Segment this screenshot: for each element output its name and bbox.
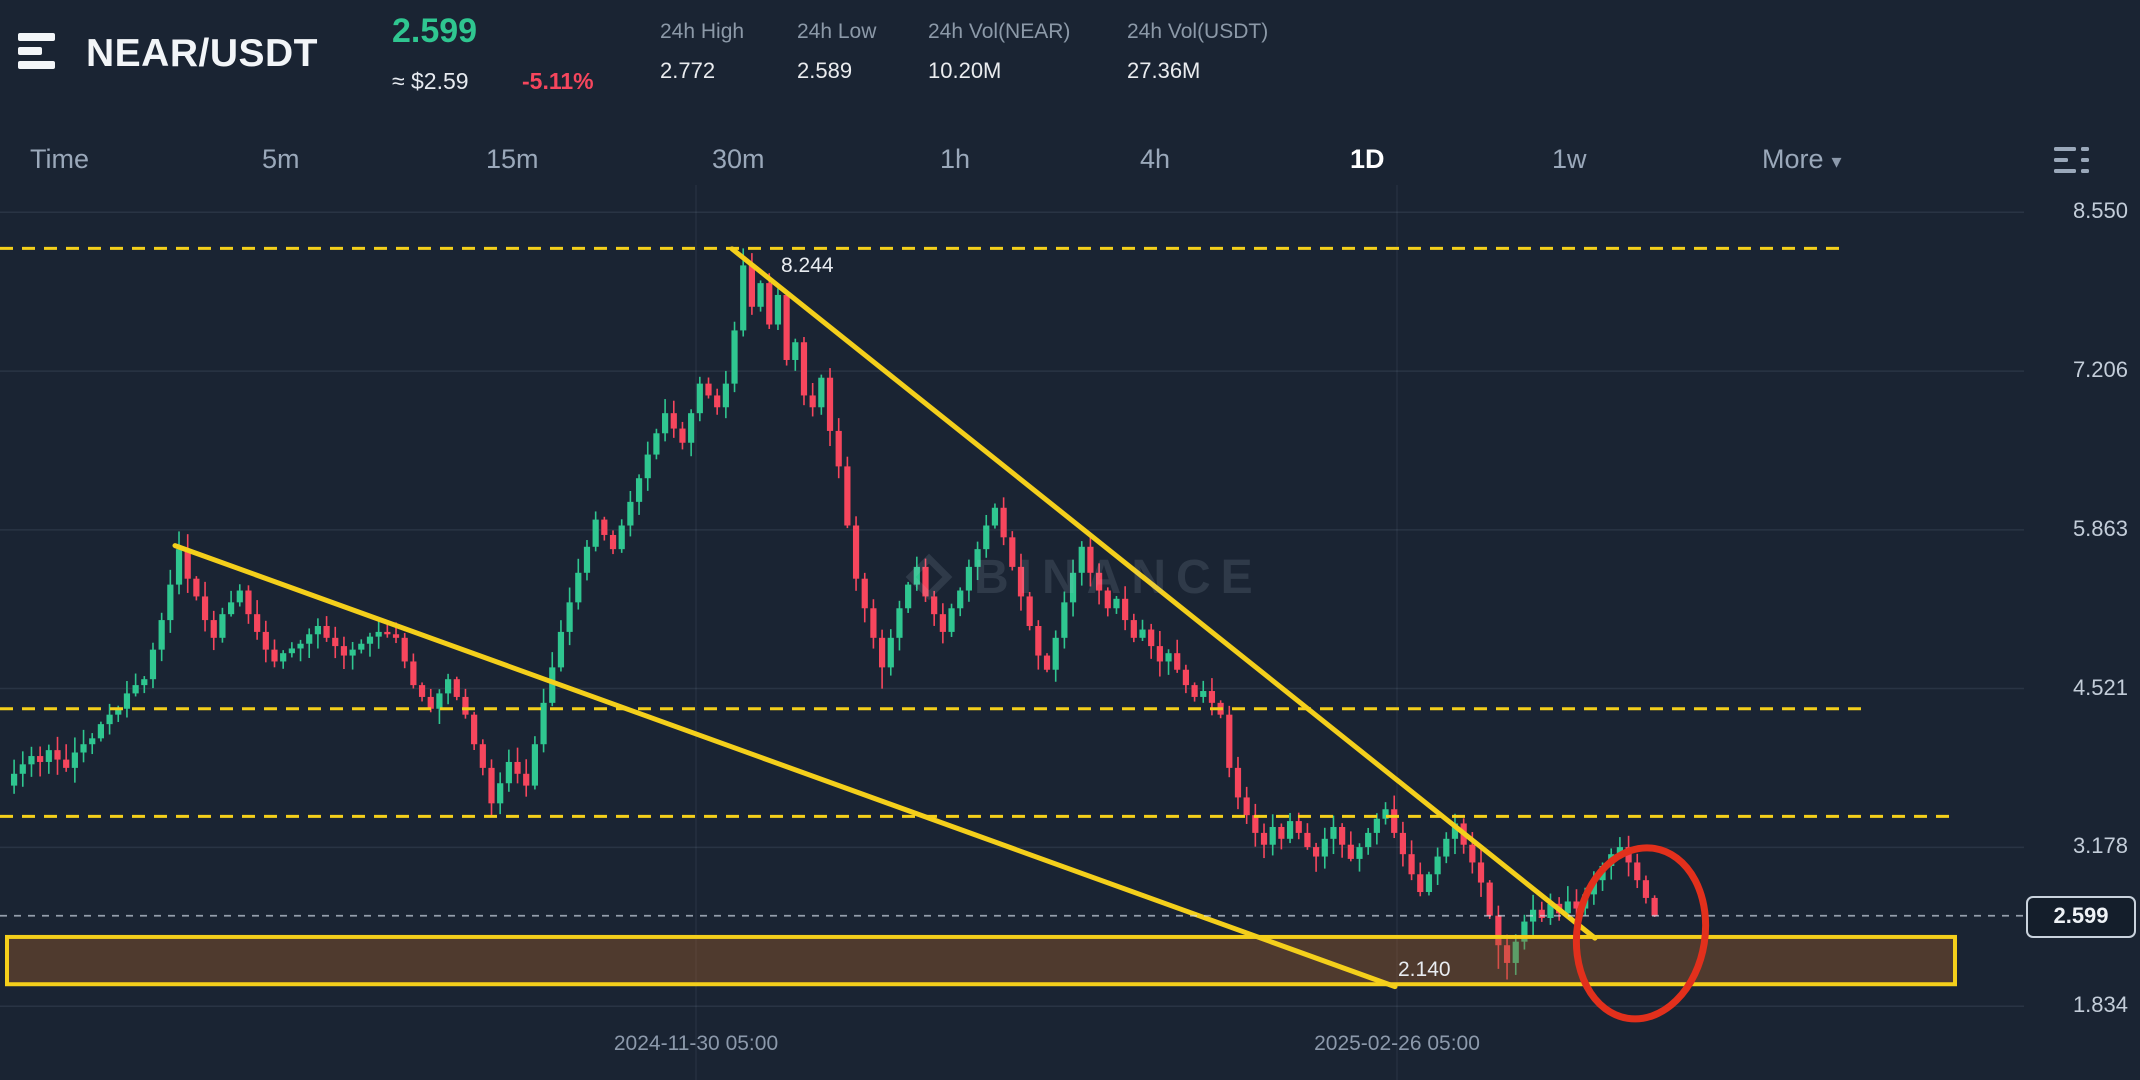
y-axis-label: 7.206: [2072, 357, 2128, 383]
pair-title: NEAR/USDT: [86, 32, 319, 75]
y-axis-label: 1.834: [2072, 992, 2128, 1018]
support-zone-label: 2.140: [1398, 958, 1451, 982]
tab-4h[interactable]: 4h: [1140, 144, 1171, 174]
y-axis-label: 5.863: [2072, 515, 2128, 541]
resistance-line-label: 8.244: [781, 254, 834, 278]
binance-logo-icon: [18, 33, 55, 69]
stat-label: 24h Vol(NEAR): [928, 20, 1071, 43]
last-price-tag: 2.599: [2026, 895, 2136, 938]
x-axis-label: 2025-02-26 05:00: [1314, 1032, 1480, 1055]
stat-label: 24h Vol(USDT): [1127, 20, 1269, 43]
chart-canvas[interactable]: [0, 185, 2140, 1080]
tab-more[interactable]: More ▾: [1762, 130, 1842, 188]
tab-15m[interactable]: 15m: [486, 144, 539, 174]
y-axis-label: 4.521: [2072, 674, 2128, 700]
stat-value: 2.589: [797, 58, 853, 83]
chevron-down-icon: ▾: [1831, 151, 1842, 173]
tab-1w[interactable]: 1w: [1552, 144, 1587, 174]
binance-logo[interactable]: [18, 30, 66, 74]
chart-settings-icon[interactable]: [2052, 142, 2092, 178]
header: NEAR/USDT 2.599 ≈ $2.59 -5.11% 24h High …: [0, 0, 2140, 130]
stat-value: 10.20M: [928, 58, 1002, 83]
tab-5m[interactable]: 5m: [262, 144, 300, 174]
stat-value: 27.36M: [1127, 58, 1201, 83]
tab-1h[interactable]: 1h: [940, 144, 971, 174]
y-axis-label: 8.550: [2072, 198, 2128, 224]
change-percent: -5.11%: [522, 68, 594, 94]
last-price: 2.599: [392, 12, 478, 50]
tab-30m[interactable]: 30m: [712, 144, 765, 174]
tab-time[interactable]: Time: [30, 144, 89, 174]
fiat-equivalent: ≈ $2.59: [392, 68, 469, 94]
price-axis[interactable]: [2020, 185, 2140, 1080]
stat-value: 2.772: [660, 58, 716, 83]
y-axis-label: 3.178: [2072, 833, 2128, 859]
tab-more-label: More: [1762, 144, 1824, 174]
stat-label: 24h Low: [797, 20, 877, 43]
tab-1d-selected[interactable]: 1D: [1350, 144, 1385, 174]
stat-label: 24h High: [660, 20, 745, 43]
timeframe-tabbar: Time 5m 15m 30m 1h 4h 1D 1w More ▾: [0, 130, 2140, 188]
x-axis-label: 2024-11-30 05:00: [613, 1032, 779, 1055]
